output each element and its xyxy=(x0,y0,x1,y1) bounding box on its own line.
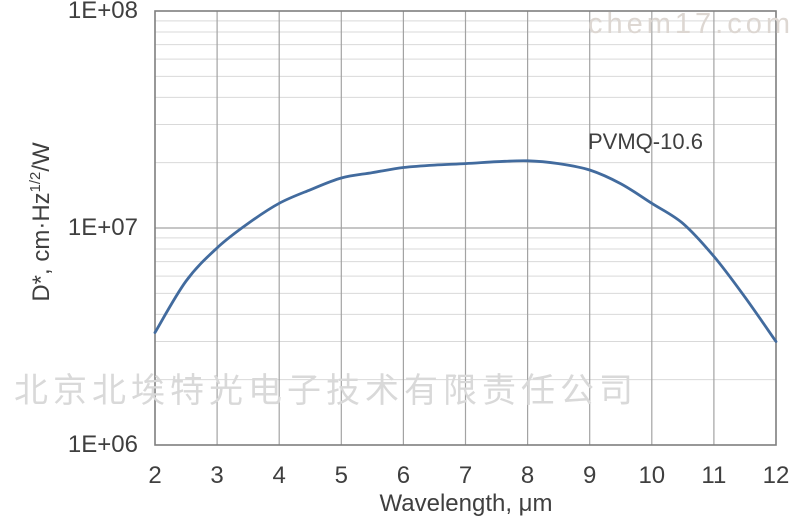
x-tick-label: 6 xyxy=(396,462,411,489)
x-tick-label: 12 xyxy=(762,462,790,489)
x-tick-label: 10 xyxy=(638,462,666,489)
y-axis-title: D*, cm·Hz1/2/W xyxy=(28,142,56,301)
x-tick-label: 11 xyxy=(701,462,727,489)
x-tick-label: 7 xyxy=(458,462,473,489)
x-tick-label: 8 xyxy=(520,462,535,489)
x-tick-label: 3 xyxy=(210,462,224,489)
watermark-company: 北京北埃特光电子技术有限责任公司 xyxy=(14,372,638,410)
x-axis-title: Wavelength, μm xyxy=(379,490,553,517)
curve-pvmq-10.6 xyxy=(153,159,778,343)
y-tick-label: 1E+07 xyxy=(67,214,138,241)
y-tick-label: 1E+06 xyxy=(67,431,138,458)
x-tick-label: 4 xyxy=(272,462,286,489)
series-label-pvmq: PVMQ-10.6 xyxy=(588,129,703,154)
y-axis-title-sup: 1/2 xyxy=(28,171,44,193)
y-axis-title-pre: D*, cm·Hz xyxy=(28,192,55,302)
y-tick-label: 1E+08 xyxy=(67,0,138,24)
x-tick-label: 2 xyxy=(148,462,162,489)
watermark-site: chem17.com xyxy=(587,8,794,40)
x-tick-label: 9 xyxy=(583,462,597,489)
plot-border xyxy=(154,10,777,446)
y-axis-title-post: /W xyxy=(28,142,55,172)
x-tick-label: 5 xyxy=(334,462,348,489)
